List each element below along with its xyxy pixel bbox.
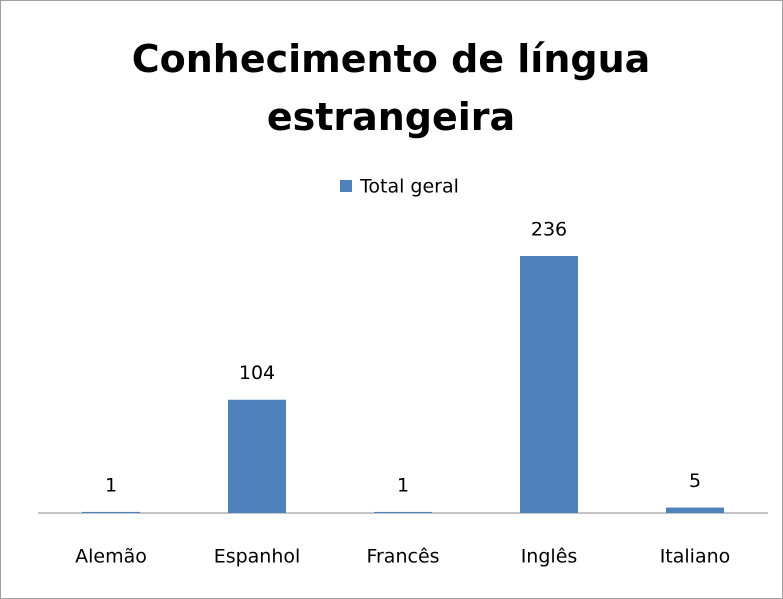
- x-tick-label: Espanhol: [214, 546, 301, 568]
- legend-swatch: [340, 180, 352, 192]
- chart-title: Conhecimento de língua estrangeira: [131, 37, 651, 139]
- bar: [666, 507, 724, 513]
- bar: [520, 256, 578, 513]
- data-label: 236: [531, 219, 567, 241]
- legend-label: Total geral: [359, 176, 459, 198]
- bar: [374, 511, 432, 513]
- bar: [82, 511, 140, 513]
- bar: [228, 399, 286, 513]
- x-tick-label: Francês: [366, 546, 439, 568]
- data-label: 1: [397, 474, 409, 496]
- x-tick-label: Alemão: [75, 546, 147, 568]
- data-label: 5: [689, 470, 701, 492]
- data-label: 104: [239, 362, 275, 384]
- x-tick-label: Italiano: [660, 546, 731, 568]
- x-tick-label: Inglês: [521, 546, 578, 568]
- data-label: 1: [105, 474, 117, 496]
